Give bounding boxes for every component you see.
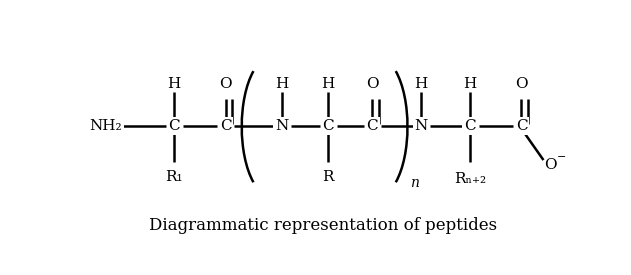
Text: H: H — [415, 77, 428, 91]
Text: H: H — [322, 77, 335, 91]
Text: C: C — [464, 119, 476, 133]
Text: C: C — [220, 119, 232, 133]
Text: C: C — [168, 119, 180, 133]
Text: N: N — [415, 119, 428, 133]
Text: H: H — [168, 77, 181, 91]
Text: C: C — [367, 119, 378, 133]
Text: C: C — [322, 119, 334, 133]
Text: n: n — [410, 176, 420, 190]
Text: H: H — [464, 77, 476, 91]
Text: −: − — [557, 152, 567, 162]
Text: R₁: R₁ — [165, 170, 183, 184]
Text: R: R — [322, 170, 334, 184]
Text: NH₂: NH₂ — [90, 119, 122, 133]
Text: Rₙ₊₂: Rₙ₊₂ — [454, 172, 486, 186]
Text: Diagrammatic representation of peptides: Diagrammatic representation of peptides — [150, 217, 497, 234]
Text: O: O — [545, 158, 557, 172]
Text: N: N — [275, 119, 288, 133]
Text: H: H — [275, 77, 288, 91]
Text: O: O — [515, 77, 528, 91]
Text: O: O — [366, 77, 379, 91]
Text: O: O — [219, 77, 232, 91]
Text: C: C — [516, 119, 528, 133]
